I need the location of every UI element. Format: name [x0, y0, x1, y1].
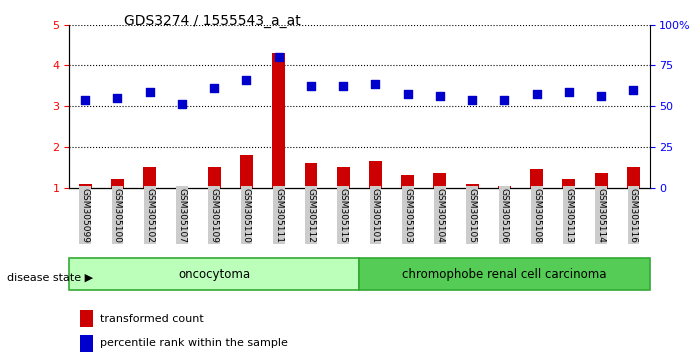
Point [435, 93, 446, 99]
Bar [466, 183, 479, 188]
Point [338, 83, 349, 89]
Bar [79, 183, 92, 188]
Bar [530, 169, 543, 188]
Bar [627, 167, 640, 188]
Text: GSM305111: GSM305111 [274, 188, 283, 242]
Bar [176, 185, 189, 188]
Bar [240, 155, 253, 188]
Point [144, 89, 155, 95]
Point [466, 97, 477, 103]
Text: disease state ▶: disease state ▶ [7, 273, 93, 283]
Point [531, 91, 542, 97]
Text: GSM305110: GSM305110 [242, 188, 251, 242]
Text: GSM305116: GSM305116 [629, 188, 638, 242]
Point [402, 91, 413, 97]
Text: transformed count: transformed count [100, 314, 204, 324]
Point [596, 93, 607, 99]
Bar [359, 258, 650, 290]
Point [209, 85, 220, 91]
Text: GSM305109: GSM305109 [209, 188, 219, 242]
Text: GSM305102: GSM305102 [145, 188, 154, 242]
Point [563, 89, 574, 95]
Bar [369, 161, 382, 188]
Bar [111, 179, 124, 188]
Point [112, 95, 123, 101]
Bar [337, 167, 350, 188]
Text: GSM305104: GSM305104 [435, 188, 444, 242]
Point [628, 87, 639, 93]
Point [176, 101, 187, 107]
Bar [208, 167, 220, 188]
Bar [272, 53, 285, 188]
Text: GSM305106: GSM305106 [500, 188, 509, 242]
Bar [305, 163, 317, 188]
Text: GSM305108: GSM305108 [532, 188, 541, 242]
Text: GSM305113: GSM305113 [565, 188, 574, 242]
Text: GDS3274 / 1555543_a_at: GDS3274 / 1555543_a_at [124, 14, 301, 28]
Text: oncocytoma: oncocytoma [178, 268, 250, 281]
Text: GSM305115: GSM305115 [339, 188, 348, 242]
Bar [401, 176, 414, 188]
Bar [562, 179, 576, 188]
Text: GSM305103: GSM305103 [403, 188, 413, 242]
Text: GSM305107: GSM305107 [178, 188, 187, 242]
Point [499, 97, 510, 103]
Bar [498, 185, 511, 188]
Point [370, 81, 381, 87]
Bar [595, 173, 607, 188]
Text: GSM305099: GSM305099 [81, 188, 90, 242]
Bar [433, 173, 446, 188]
Text: GSM305112: GSM305112 [306, 188, 316, 242]
Text: GSM305105: GSM305105 [468, 188, 477, 242]
Text: chromophobe renal cell carcinoma: chromophobe renal cell carcinoma [402, 268, 607, 281]
Point [79, 97, 91, 103]
Text: percentile rank within the sample: percentile rank within the sample [100, 338, 288, 348]
Text: GSM305100: GSM305100 [113, 188, 122, 242]
Bar [69, 258, 359, 290]
Point [305, 83, 316, 89]
Text: GSM305101: GSM305101 [371, 188, 380, 242]
Point [241, 77, 252, 82]
Bar [143, 167, 156, 188]
Text: GSM305114: GSM305114 [596, 188, 606, 242]
Point [273, 55, 284, 60]
